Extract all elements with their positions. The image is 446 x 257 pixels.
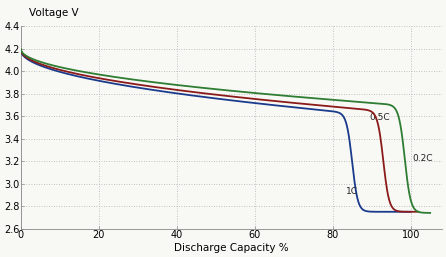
Text: 1C: 1C [347, 187, 358, 196]
Text: Voltage V: Voltage V [29, 8, 78, 18]
Text: 0.5C: 0.5C [370, 113, 390, 122]
Text: 0.2C: 0.2C [413, 154, 433, 163]
X-axis label: Discharge Capacity %: Discharge Capacity % [174, 243, 289, 253]
